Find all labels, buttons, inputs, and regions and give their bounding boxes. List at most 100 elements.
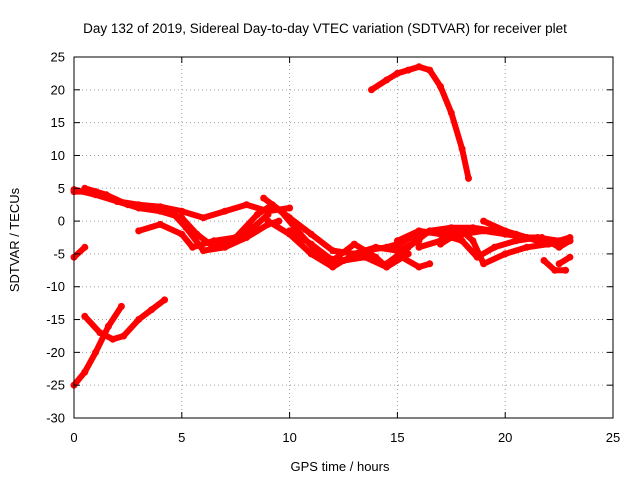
data-point xyxy=(243,201,250,209)
plot-frame xyxy=(73,56,614,419)
y-tick-label: -25 xyxy=(46,378,65,393)
data-point xyxy=(199,247,207,255)
y-tick-label: 10 xyxy=(51,148,65,163)
data-point xyxy=(415,263,423,271)
data-point xyxy=(96,329,104,337)
data-point xyxy=(426,260,434,268)
data-point xyxy=(189,243,197,251)
x-tick-label: 25 xyxy=(606,430,620,445)
data-point xyxy=(501,227,509,235)
data-point xyxy=(523,234,531,241)
data-point xyxy=(447,234,455,241)
data-point xyxy=(117,302,125,310)
data-point xyxy=(415,63,423,71)
data-point xyxy=(404,66,412,74)
y-tick-label: -10 xyxy=(46,279,65,294)
data-point xyxy=(102,191,110,199)
data-point xyxy=(92,348,100,356)
y-axis-label: SDTVAR / TECUs xyxy=(7,187,22,292)
data-point xyxy=(383,76,391,84)
data-point xyxy=(540,257,548,264)
data-point xyxy=(538,234,546,241)
data-point xyxy=(156,220,164,228)
data-point xyxy=(361,253,369,261)
y-tick-label: -15 xyxy=(46,312,65,327)
data-point xyxy=(480,227,488,235)
data-point xyxy=(161,296,169,304)
data-point xyxy=(551,266,559,274)
data-point xyxy=(368,86,375,94)
data-point xyxy=(264,217,272,225)
tick-labels: 0 5 10 15 20 25 -30 -25 -20 -15 -10 -5 0 5 10 15 20 25 xyxy=(46,50,620,446)
data-point xyxy=(105,322,112,330)
x-axis-label: GPS time / hours xyxy=(291,459,390,474)
data-point xyxy=(264,211,272,218)
data-point xyxy=(178,230,186,238)
data-point xyxy=(393,69,401,77)
data-point xyxy=(480,260,488,268)
data-point xyxy=(81,312,89,320)
y-tick-label: 5 xyxy=(58,181,65,196)
y-tick-label: 20 xyxy=(51,82,65,97)
data-point xyxy=(275,217,283,225)
data-point xyxy=(307,230,315,238)
data-point xyxy=(286,204,294,212)
data-point xyxy=(307,240,315,248)
data-point xyxy=(167,207,175,215)
data-point xyxy=(221,243,229,251)
data-point xyxy=(148,306,156,314)
data-point xyxy=(469,237,477,245)
data-point xyxy=(124,201,132,209)
data-point xyxy=(555,243,563,251)
data-point xyxy=(372,253,380,261)
data-point xyxy=(182,224,190,232)
data-point xyxy=(415,227,423,235)
data-point xyxy=(135,227,143,235)
data-point xyxy=(120,332,128,340)
data-point xyxy=(329,263,337,271)
data-point xyxy=(243,234,250,241)
data-point xyxy=(437,83,444,90)
data-point xyxy=(340,257,347,264)
data-point xyxy=(393,237,401,245)
data-point xyxy=(135,316,143,323)
data-point xyxy=(465,174,472,182)
x-tick-label: 0 xyxy=(70,430,77,445)
data-point xyxy=(253,211,261,218)
data-point xyxy=(426,66,434,74)
y-tick-label: 15 xyxy=(51,115,65,130)
data-point xyxy=(232,234,240,241)
data-point xyxy=(566,237,574,245)
x-tick-label: 10 xyxy=(282,430,296,445)
series-line-track-1 xyxy=(71,303,125,389)
data-point xyxy=(81,243,89,251)
data-point xyxy=(458,145,466,153)
data-point xyxy=(178,207,186,215)
data-point xyxy=(437,230,444,238)
data-point xyxy=(523,243,531,251)
y-tick-label: -30 xyxy=(46,411,65,426)
y-tick-label: 0 xyxy=(58,214,65,229)
data-point xyxy=(307,250,315,258)
data-point xyxy=(329,247,337,255)
data-point xyxy=(329,257,337,264)
data-point xyxy=(555,260,563,268)
data-point xyxy=(260,194,268,202)
x-tick-label: 20 xyxy=(498,430,512,445)
y-tick-label: -5 xyxy=(53,246,65,261)
chart-title: Day 132 of 2019, Sidereal Day-to-day VTE… xyxy=(83,21,567,36)
data-point xyxy=(383,243,391,251)
data-point xyxy=(480,217,488,225)
data-point xyxy=(404,243,412,251)
series-group xyxy=(70,63,574,389)
data-point xyxy=(458,237,466,245)
data-point xyxy=(501,250,509,258)
data-point xyxy=(286,227,294,235)
data-point xyxy=(81,184,89,192)
data-point xyxy=(221,207,229,215)
x-tick-label: 15 xyxy=(390,430,404,445)
data-point xyxy=(458,227,466,235)
x-tick-label: 5 xyxy=(178,430,185,445)
data-point xyxy=(447,224,455,232)
